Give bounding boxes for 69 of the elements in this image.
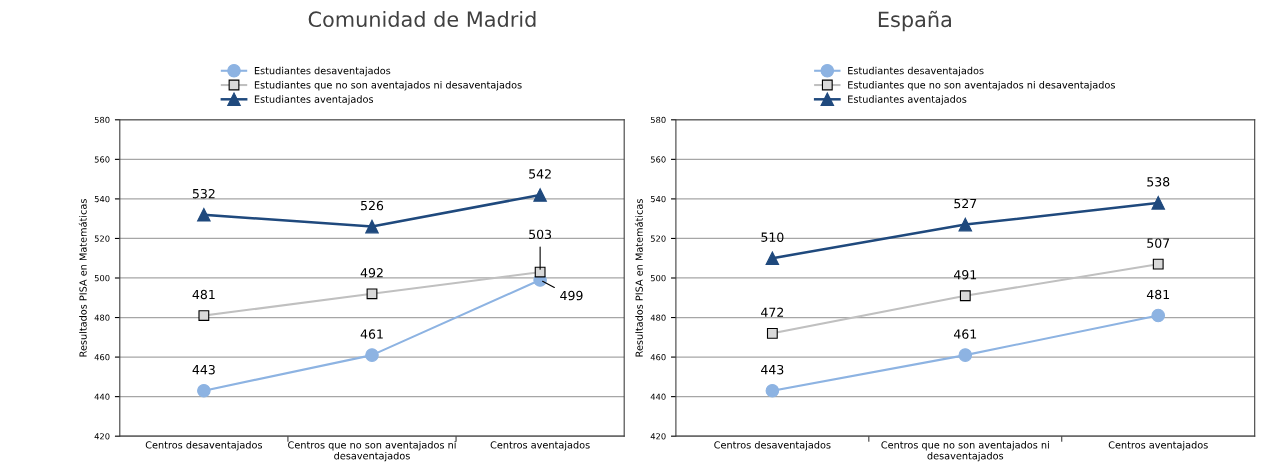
point [959, 290, 971, 302]
point [1152, 258, 1164, 270]
data-label: 499 [560, 290, 583, 301]
y-tick-label: 540 [650, 195, 666, 203]
y-tick-label: 580 [94, 116, 110, 124]
point [765, 383, 780, 398]
y-tick-label: 420 [650, 433, 666, 440]
data-label: 503 [529, 229, 552, 240]
chart-title: Comunidad de Madrid [308, 10, 536, 28]
y-axis-title: Resultados PISA en Matemáticas [78, 199, 87, 357]
legend-label: Estudiantes que no son aventajados ni desaventajados [254, 81, 522, 91]
data-label: 472 [761, 307, 784, 317]
point [366, 288, 378, 300]
x-tick-label: Centros desaventajados [714, 441, 831, 451]
point [365, 348, 379, 362]
chart-title: España [878, 10, 951, 32]
data-label: 461 [953, 329, 977, 339]
x-tick-label: Centros que no son aventajados ni desaventajados [881, 441, 1049, 462]
y-tick-label: 580 [650, 116, 666, 124]
data-label: 492 [360, 268, 383, 278]
point [534, 266, 546, 278]
y-tick-label: 440 [94, 393, 110, 400]
y-tick-label: 460 [94, 354, 110, 361]
legend-label: Estudiantes desaventajados [848, 66, 984, 77]
point [958, 217, 973, 232]
point [197, 383, 211, 398]
x-tick-label: Centros aventajados [490, 441, 590, 451]
point [197, 207, 211, 222]
y-tick-label: 500 [650, 274, 666, 282]
data-label: 461 [360, 329, 383, 339]
data-label: 443 [192, 364, 215, 375]
y-tick-label: 520 [94, 235, 110, 242]
data-label: 526 [361, 200, 384, 211]
y-tick-label: 460 [650, 354, 666, 361]
y-tick-label: 480 [650, 314, 666, 321]
data-label: 481 [1146, 289, 1169, 300]
data-label: 538 [1147, 177, 1170, 187]
y-tick-label: 520 [650, 235, 666, 242]
data-label: 507 [1147, 238, 1170, 248]
point [1151, 196, 1166, 210]
y-axis-title: Resultados PISA en Matemáticas [634, 199, 643, 357]
x-tick-label: Centros aventajados [1108, 441, 1208, 451]
legend-label: Estudiantes desaventajados [254, 66, 391, 77]
data-label: 491 [953, 270, 977, 280]
point [198, 310, 210, 321]
legend-label: Estudiantes que no son aventajados ni desaventajados [848, 81, 1115, 91]
data-label: 443 [761, 364, 784, 375]
data-label: 542 [529, 169, 551, 179]
y-tick-label: 440 [650, 393, 666, 400]
data-label: 481 [192, 289, 215, 300]
point [766, 327, 778, 339]
y-tick-label: 560 [650, 156, 666, 163]
y-tick-label: 540 [94, 195, 110, 203]
legend-label: Estudiantes aventajados [254, 95, 374, 105]
data-label: 510 [761, 232, 784, 242]
y-tick-label: 560 [94, 156, 110, 163]
point [1151, 308, 1166, 323]
y-tick-label: 500 [94, 274, 110, 282]
y-tick-label: 480 [94, 314, 110, 321]
x-tick-label: Centros desaventajados [145, 441, 263, 451]
point [765, 251, 780, 266]
x-tick-label: Centros que no son aventajados ni desaventajados [288, 441, 456, 462]
point [533, 188, 547, 202]
point [365, 219, 379, 234]
point [958, 348, 973, 362]
y-tick-label: 420 [94, 433, 110, 440]
data-label: 527 [954, 198, 977, 209]
data-label: 532 [192, 188, 215, 199]
legend-label: Estudiantes aventajados [848, 95, 967, 105]
